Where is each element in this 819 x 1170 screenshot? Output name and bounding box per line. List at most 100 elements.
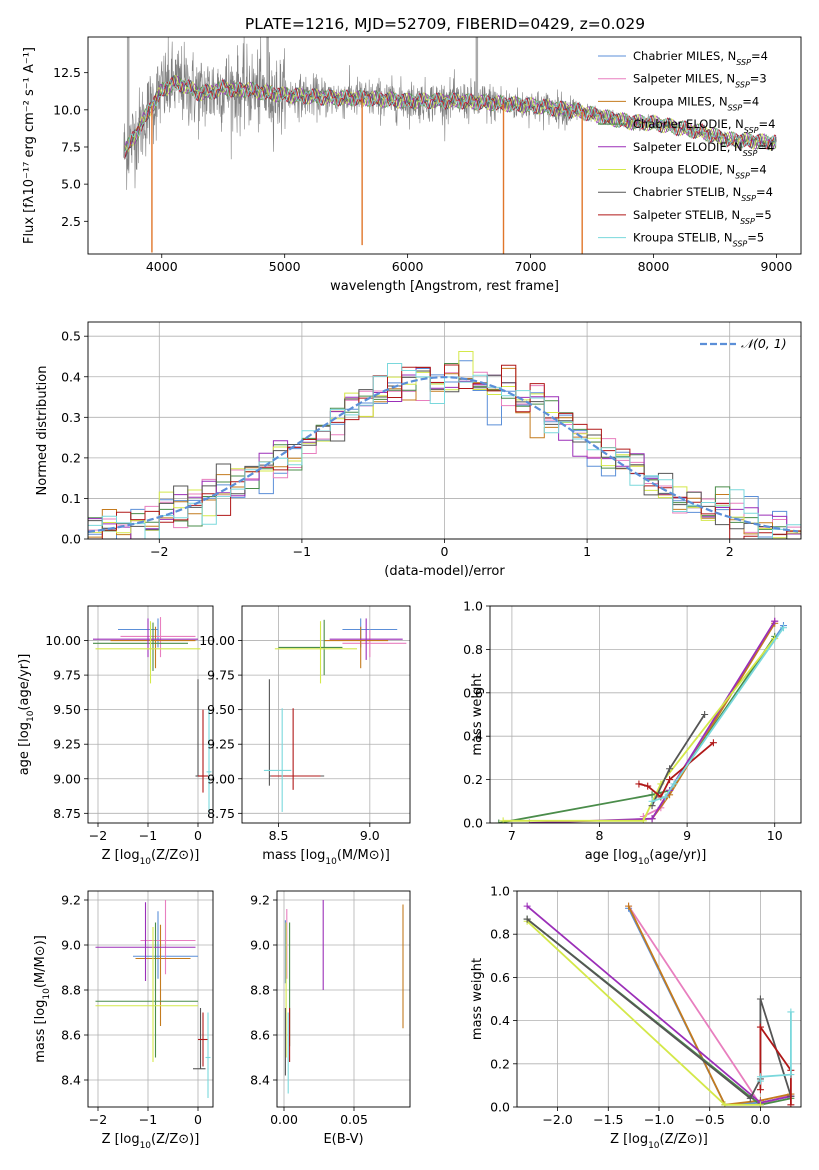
normal-distribution-curve [88, 376, 799, 533]
legend-label: Salpeter STELIB, NSSP=5 [633, 208, 772, 226]
y-tick-label: 1.0 [463, 599, 483, 614]
errorbar-data [284, 900, 404, 1094]
y-tick-label: 0.8 [463, 642, 483, 657]
plus-marker [625, 902, 633, 910]
plus-marker [746, 1094, 754, 1102]
plot-frame [87, 36, 802, 255]
x-tick-label: 0 [441, 544, 449, 559]
plus-marker [648, 791, 656, 799]
legend-label: Chabrier MILES, NSSP=4 [633, 49, 768, 67]
plus-marker [670, 780, 678, 788]
plus-marker [499, 817, 507, 823]
mass-vs-reddening-plot: 0.00 0.05 8.4 8.6 8.8 9.0 9.2 E(B-V) [250, 890, 411, 1147]
residual-histogram-plot: −2 −1 0 1 2 0.0 0.1 0.2 0.3 0.4 0.5 (data-model)/er… [35, 321, 802, 579]
histogram-data [88, 351, 801, 539]
plus-marker [661, 793, 669, 801]
x-tick-label: 9000 [761, 259, 793, 274]
x-tick-label: −2 [89, 1112, 107, 1127]
spectrum-data [123, 37, 777, 254]
errorbar-data [95, 900, 211, 1098]
x-tick-label: 8 [596, 828, 604, 843]
y-tick-label: 10.00 [199, 633, 235, 648]
x-tick-label: 5000 [269, 259, 301, 274]
plus-marker [635, 780, 643, 788]
y-tick-label: 9.25 [207, 737, 235, 752]
y-tick-label: 9.00 [207, 771, 235, 786]
plus-marker [787, 1101, 795, 1107]
y-axis-label: age [log10(age/yr)] [17, 654, 36, 776]
x-tick-label: −2 [150, 544, 168, 559]
x-tick-label: 0 [194, 828, 202, 843]
plus-marker [721, 1101, 729, 1107]
spectrum-plot: 4000 5000 6000 7000 8000 9000 2.5 5.0 7.5 10.0 12.… [22, 36, 802, 294]
plus-marker [523, 915, 531, 923]
y-tick-label: 0.0 [490, 1100, 510, 1115]
y-tick-label: 10.00 [45, 633, 81, 648]
x-tick-label: −1.0 [644, 1112, 674, 1127]
y-tick-label: 1.0 [490, 884, 510, 899]
x-tick-label: 10 [767, 828, 783, 843]
plus-marker [648, 815, 656, 823]
y-tick-label: 8.6 [250, 1028, 270, 1043]
y-tick-label: 9.50 [207, 702, 235, 717]
plus-marker [787, 1008, 795, 1016]
y-tick-label: 9.2 [250, 893, 270, 908]
y-tick-label: 9.0 [61, 938, 81, 953]
x-tick-label: 0 [194, 1112, 202, 1127]
y-tick-label: 0.1 [61, 491, 81, 506]
age-vs-mass-plot: 8.5 9.0 8.75 9.00 9.25 9.50 9.75 10.00 mass [log… [199, 605, 411, 867]
legend-label: Chabrier ELODIE, NSSP=4 [633, 117, 775, 135]
plus-marker [771, 617, 779, 625]
y-tick-label: 0.4 [61, 369, 81, 384]
y-tick-label: 8.6 [61, 1028, 81, 1043]
x-tick-label: −1.5 [593, 1112, 623, 1127]
y-tick-label: 9.75 [53, 668, 81, 683]
y-tick-label: 0.4 [463, 729, 483, 744]
y-tick-label: 0.0 [463, 816, 483, 831]
x-axis-label: E(B-V) [323, 1132, 363, 1147]
plus-marker [639, 817, 647, 823]
plus-marker [648, 797, 656, 805]
x-tick-label: −0.5 [695, 1112, 725, 1127]
y-tick-label: 0.4 [490, 1013, 510, 1028]
legend-label: 𝒩(0, 1) [741, 336, 787, 351]
plus-marker [756, 995, 764, 1003]
plus-marker [666, 776, 674, 784]
y-tick-label: 9.75 [207, 668, 235, 683]
legend-label: Kroupa STELIB, NSSP=5 [633, 231, 764, 249]
line-data [523, 902, 795, 1107]
plot-frame [276, 890, 411, 1108]
x-tick-label: −2.0 [542, 1112, 572, 1127]
y-tick-label: 8.75 [207, 806, 235, 821]
plot-frame [516, 890, 802, 1108]
errorbar-data [263, 618, 407, 812]
plot-frame [87, 605, 214, 824]
x-tick-label: 2 [726, 544, 734, 559]
y-axis-label: mass [log10(M/M⊙)] [33, 935, 52, 1063]
mass-vs-metallicity-plot: −2 −1 0 8.4 8.6 8.8 9.0 9.2 Z [log10(Z/Z⊙)] mass … [33, 890, 214, 1151]
x-axis-label: wavelength [Angstrom, rest frame] [330, 279, 559, 294]
x-tick-label: 6000 [392, 259, 424, 274]
legend-label: Salpeter ELODIE, NSSP=4 [633, 140, 774, 158]
x-axis-label: Z [log10(Z/Z⊙)] [610, 1132, 708, 1151]
errorbar-data [93, 617, 212, 814]
mass-weight-vs-metallicity-plot: −2.0 −1.5 −1.0 −0.5 0.0 0.0 0.2 0.4 0.6 0.8 1.0 Z [… [470, 884, 802, 1151]
x-tick-label: −1 [293, 544, 311, 559]
plus-marker [523, 902, 531, 910]
mass-weight-vs-age-plot: 7 8 9 10 0.0 0.2 0.4 0.6 0.8 1.0 age [log10(age/yr… [463, 599, 802, 867]
plus-marker [756, 1023, 764, 1031]
x-tick-label: −1 [139, 1112, 157, 1127]
x-tick-label: 4000 [146, 259, 178, 274]
x-tick-label: −1 [139, 828, 157, 843]
histogram-step-series [88, 363, 801, 539]
y-tick-label: 0.3 [61, 410, 81, 425]
y-tick-label: 0.6 [490, 970, 510, 985]
x-axis-label: Z [log10(Z/Z⊙)] [102, 848, 200, 867]
x-tick-label: 8.5 [269, 828, 289, 843]
mass-weight-series [759, 1024, 792, 1105]
plus-marker [756, 1073, 764, 1081]
plot-frame [87, 890, 214, 1108]
y-tick-label: 2.5 [61, 214, 81, 229]
plot-frame [489, 605, 802, 824]
